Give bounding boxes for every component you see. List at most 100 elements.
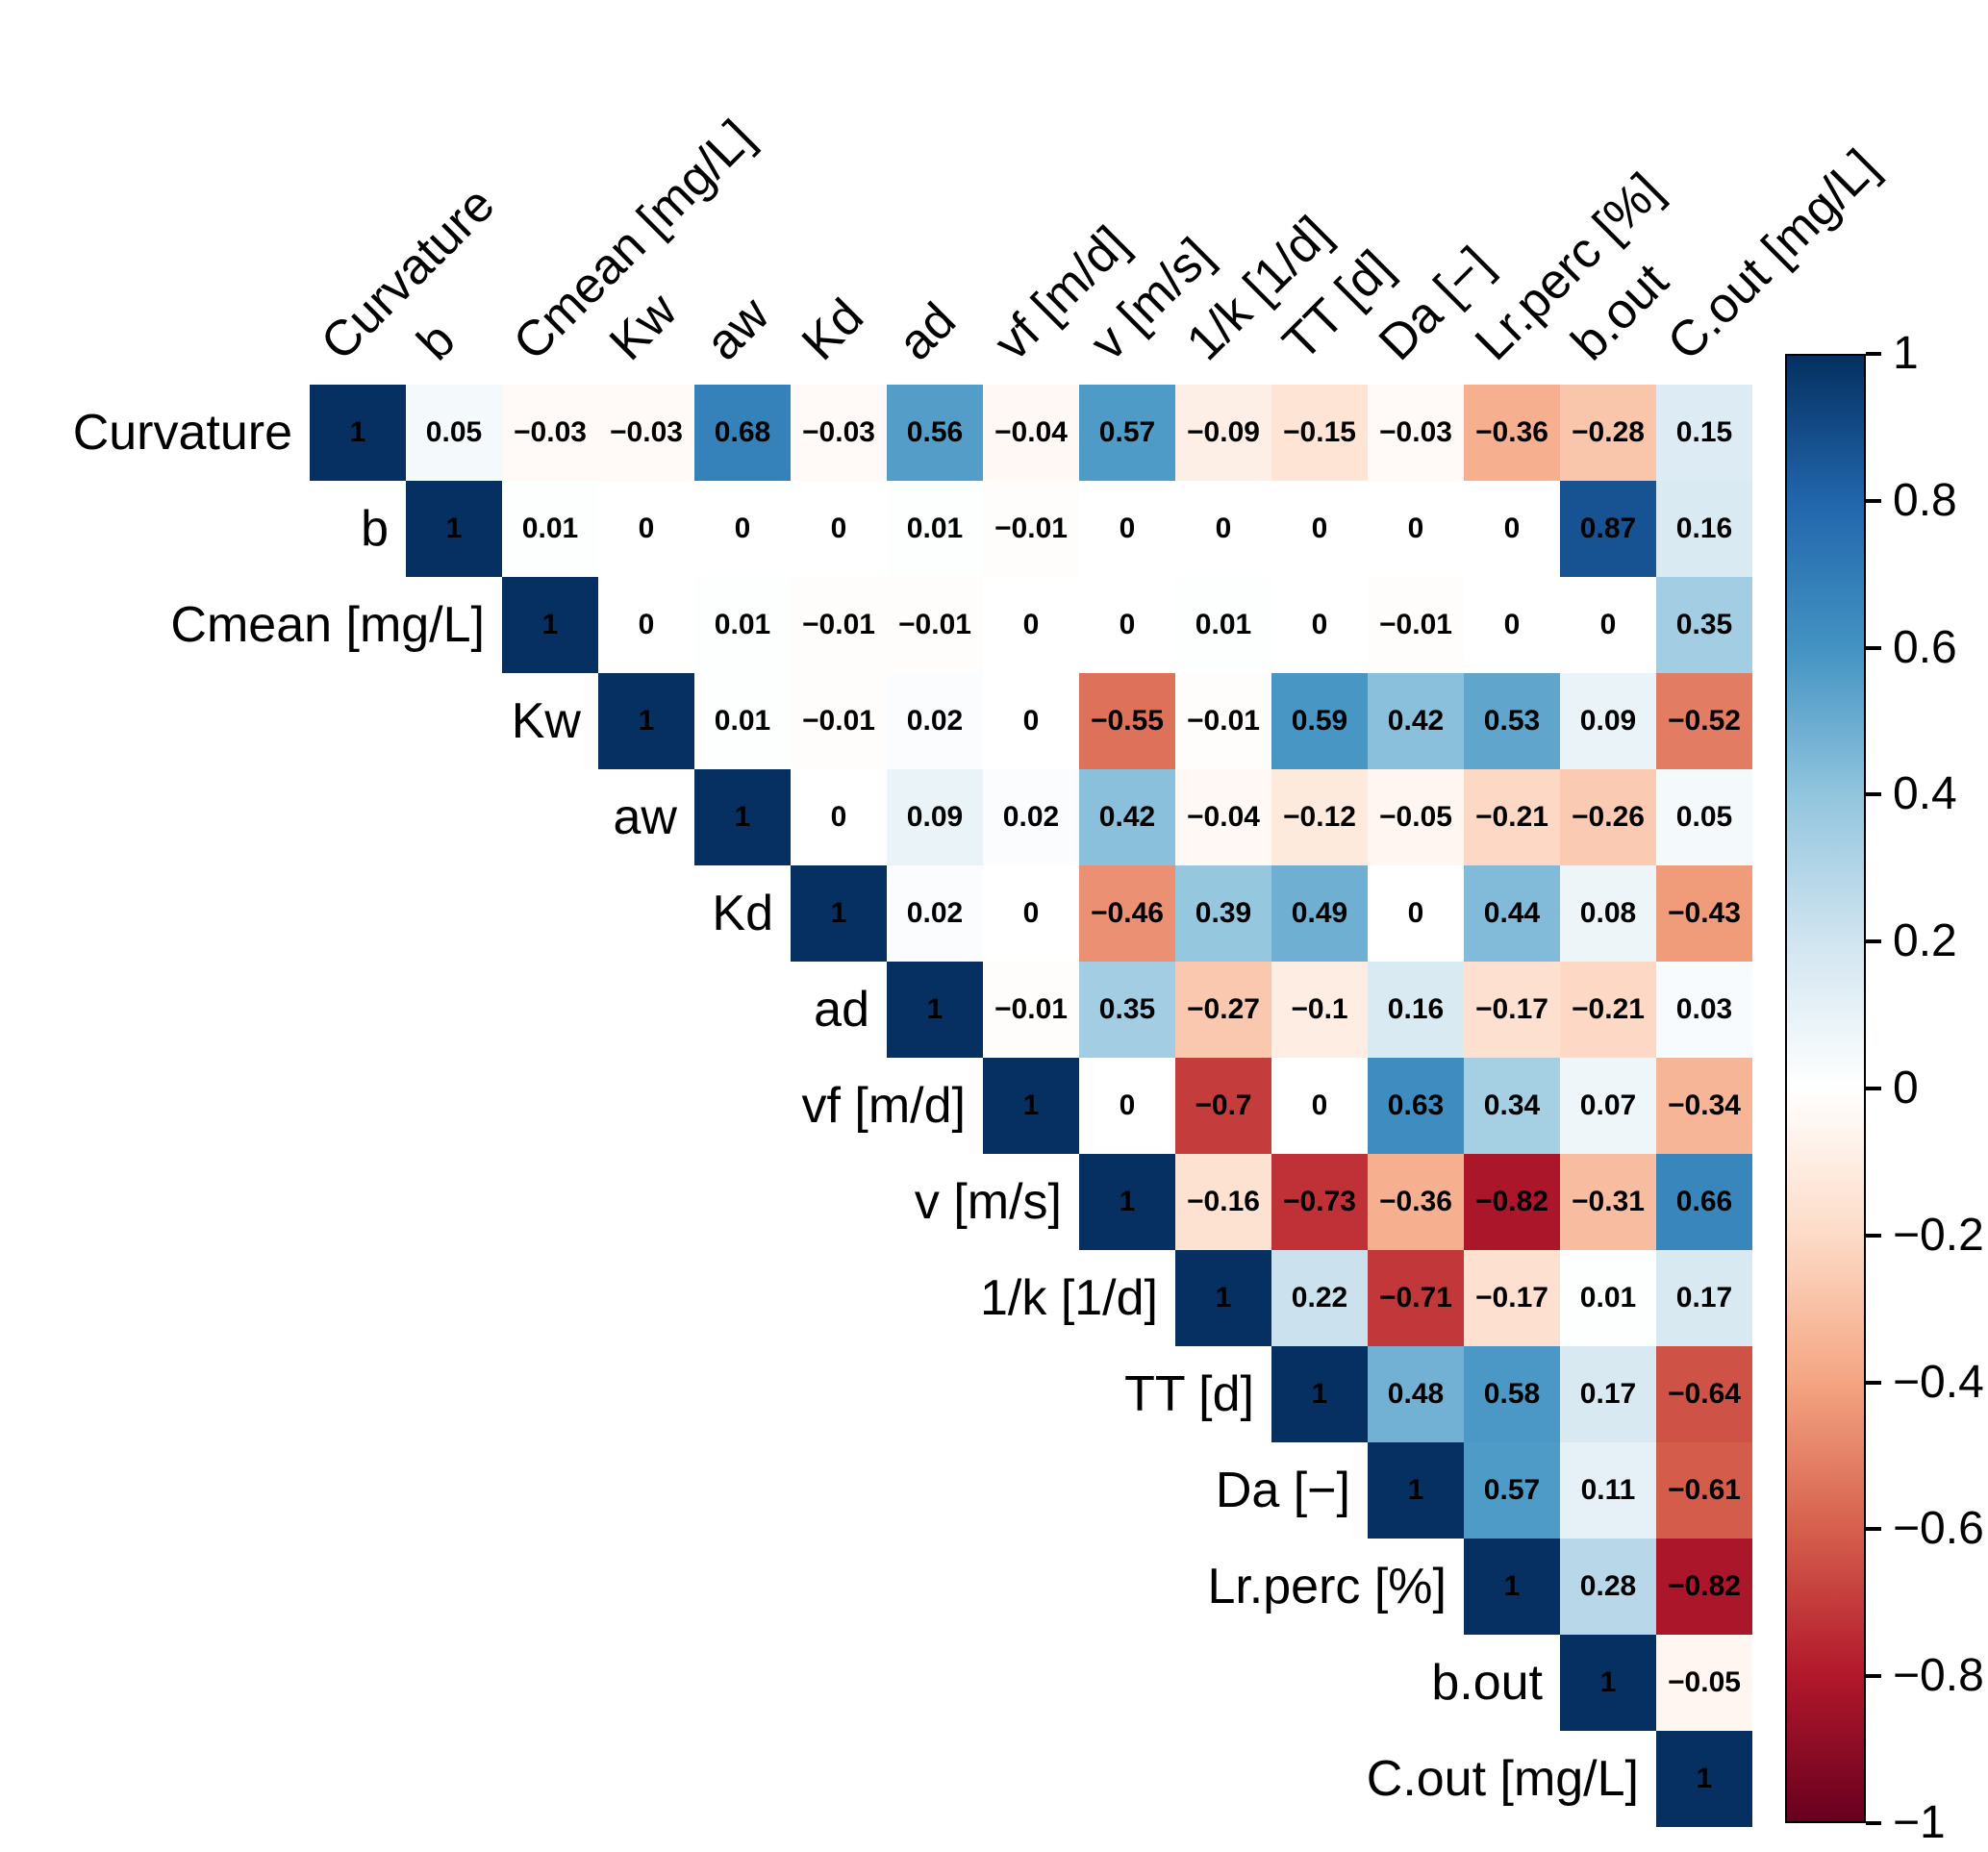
matrix-cell: 0.17 [1560, 1346, 1656, 1442]
correlation-value: −0.01 [802, 705, 875, 737]
correlation-value: −0.04 [994, 416, 1068, 448]
matrix-cell: 1 [791, 865, 887, 962]
correlation-value: −0.55 [1091, 705, 1164, 737]
matrix-cell: 0.08 [1560, 865, 1656, 962]
correlation-value: −0.01 [1379, 609, 1452, 640]
correlation-value: 1 [349, 416, 366, 448]
correlation-value: 0.16 [1387, 993, 1445, 1025]
colorbar-tick-label: −0.6 [1893, 1503, 1984, 1555]
correlation-value: 1 [1503, 1570, 1521, 1602]
correlation-value: 0.42 [1387, 705, 1445, 737]
correlation-value: 0 [638, 513, 655, 544]
correlation-value: 0.01 [714, 609, 771, 640]
correlation-value: 0.28 [1579, 1570, 1637, 1602]
matrix-cell: −0.61 [1656, 1442, 1752, 1539]
matrix-cell: 0.48 [1368, 1346, 1464, 1442]
matrix-cell: 0 [791, 481, 887, 577]
matrix-cell: −0.03 [598, 385, 694, 481]
correlation-value: 0.44 [1483, 897, 1541, 929]
matrix-cell: 0.01 [694, 577, 791, 673]
correlation-value: −0.16 [1187, 1186, 1260, 1217]
matrix-cell: 0.59 [1271, 673, 1368, 769]
correlation-value: 0.35 [1675, 609, 1733, 640]
colorbar-tick-mark [1866, 792, 1881, 797]
correlation-value: 0 [1407, 897, 1424, 929]
correlation-value: 0 [734, 513, 751, 544]
matrix-cell: 0 [1368, 481, 1464, 577]
matrix-cell: 0.87 [1560, 481, 1656, 577]
row-label: 1/k [1/d] [980, 1270, 1158, 1326]
matrix-cell: 0 [1175, 481, 1271, 577]
matrix-cell: −0.43 [1656, 865, 1752, 962]
matrix-cell: 0.15 [1656, 385, 1752, 481]
matrix-cell: 0 [1079, 1058, 1175, 1154]
matrix-cell: 0 [694, 481, 791, 577]
correlation-value: 0.02 [906, 705, 964, 737]
correlation-value: 0.42 [1098, 801, 1156, 833]
matrix-cell: −0.03 [502, 385, 598, 481]
matrix-cell: 1 [1271, 1346, 1368, 1442]
colorbar-tick-label: −0.8 [1893, 1650, 1984, 1702]
row-label: b [361, 501, 389, 557]
correlation-value: −0.17 [1475, 1282, 1548, 1314]
matrix-cell: 0 [1368, 865, 1464, 962]
matrix-cell: −0.01 [887, 577, 983, 673]
colorbar-tick-mark [1866, 498, 1881, 503]
matrix-cell: 0.39 [1175, 865, 1271, 962]
correlation-value: −0.27 [1187, 993, 1260, 1025]
matrix-cell: 0.66 [1656, 1154, 1752, 1250]
matrix-cell: 1 [694, 769, 791, 865]
row-label: Da [−] [1215, 1463, 1350, 1518]
matrix-cell: −0.05 [1656, 1635, 1752, 1731]
colorbar-tick-mark [1866, 1674, 1881, 1679]
correlation-value: 1 [1311, 1378, 1328, 1410]
correlation-value: 0 [830, 801, 847, 833]
matrix-cell: 0 [1464, 481, 1560, 577]
matrix-cell: 1 [1656, 1731, 1752, 1827]
colorbar-tick-label: −0.4 [1893, 1356, 1984, 1408]
correlation-value: 0.66 [1675, 1186, 1733, 1217]
matrix-cell: 0.35 [1656, 577, 1752, 673]
matrix-cell: −0.46 [1079, 865, 1175, 962]
correlation-value: 0 [1119, 1089, 1136, 1121]
correlation-value: 0.01 [714, 705, 771, 737]
correlation-value: 1 [445, 513, 463, 544]
correlation-value: 0.53 [1483, 705, 1541, 737]
correlation-value: −0.43 [1668, 897, 1741, 929]
matrix-cell: −0.36 [1368, 1154, 1464, 1250]
correlation-value: −0.03 [802, 416, 875, 448]
column-label: aw [694, 286, 781, 371]
correlation-value: 1 [1599, 1666, 1617, 1698]
matrix-cell: 0.63 [1368, 1058, 1464, 1154]
colorbar-tick-mark [1866, 1821, 1881, 1825]
row-label: vf [m/d] [801, 1078, 966, 1134]
column-label: b [406, 312, 466, 371]
correlation-value: −0.36 [1475, 416, 1548, 448]
correlation-value: 0.11 [1580, 1474, 1636, 1506]
correlation-value: 0.01 [1579, 1282, 1637, 1314]
matrix-cell: 0.57 [1079, 385, 1175, 481]
matrix-cell: −0.03 [791, 385, 887, 481]
matrix-cell: 0.42 [1079, 769, 1175, 865]
matrix-cell: 0.02 [887, 865, 983, 962]
row-label: C.out [mg/L] [1366, 1751, 1639, 1807]
matrix-cell: 0.17 [1656, 1250, 1752, 1346]
matrix-cell: −0.09 [1175, 385, 1271, 481]
correlation-value: 0 [1022, 897, 1040, 929]
correlation-value: 0 [1311, 609, 1328, 640]
matrix-cell: −0.04 [1175, 769, 1271, 865]
correlation-value: −0.01 [994, 513, 1068, 544]
row-label: Kw [511, 693, 581, 749]
matrix-cell: 0.09 [887, 769, 983, 865]
matrix-cell: 0 [598, 577, 694, 673]
matrix-cell: 0.22 [1271, 1250, 1368, 1346]
matrix-cell: 0 [983, 577, 1079, 673]
matrix-cell: 0.11 [1560, 1442, 1656, 1539]
correlation-value: −0.7 [1195, 1089, 1252, 1121]
matrix-cell: 1 [1175, 1250, 1271, 1346]
correlation-value: −0.01 [994, 993, 1068, 1025]
matrix-cell: 0.09 [1560, 673, 1656, 769]
row-label: Lr.perc [%] [1207, 1559, 1447, 1614]
matrix-cell: 0.49 [1271, 865, 1368, 962]
correlation-value: −0.31 [1572, 1186, 1645, 1217]
